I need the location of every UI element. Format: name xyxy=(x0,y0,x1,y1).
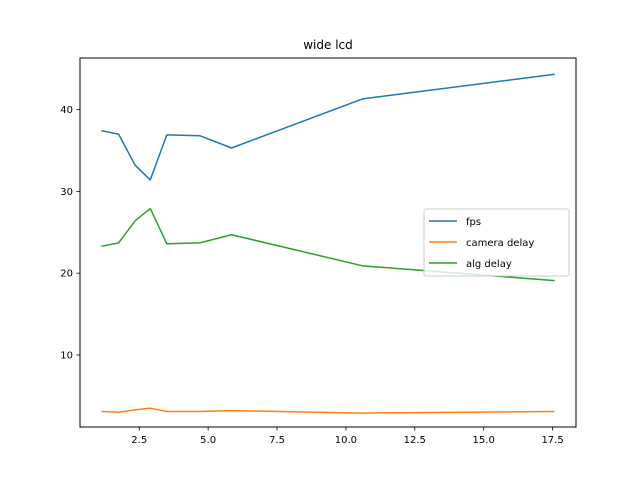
legend-label-alg-delay: alg delay xyxy=(466,259,512,270)
axis-ticks: 2.5 5.0 7.5 10.0 12.5 15.0 17.5 10 20 30 40 xyxy=(60,105,563,446)
y-tick-label: 30 xyxy=(60,187,73,198)
y-tick-label: 10 xyxy=(60,351,73,362)
x-tick-label: 7.5 xyxy=(269,435,285,446)
x-tick-label: 10.0 xyxy=(335,435,357,446)
series-line-fps xyxy=(101,73,555,181)
legend-label-camera-delay: camera delay xyxy=(466,238,534,249)
x-tick-label: 5.0 xyxy=(200,435,216,446)
x-tick-label: 2.5 xyxy=(131,435,147,446)
x-tick-label: 12.5 xyxy=(404,435,426,446)
legend-label-fps: fps xyxy=(466,217,481,228)
plot-area xyxy=(101,73,555,414)
series-line-camera-delay xyxy=(101,407,555,414)
series-line-alg-delay xyxy=(101,207,555,282)
legend: fps camera delay alg delay xyxy=(423,208,570,277)
x-tick-label: 15.0 xyxy=(473,435,495,446)
chart-title: wide lcd xyxy=(303,38,353,52)
x-tick-label: 17.5 xyxy=(541,435,563,446)
axes-frame xyxy=(79,57,577,428)
y-tick-label: 20 xyxy=(60,269,73,280)
y-tick-label: 40 xyxy=(60,105,73,116)
legend-box xyxy=(423,208,570,277)
